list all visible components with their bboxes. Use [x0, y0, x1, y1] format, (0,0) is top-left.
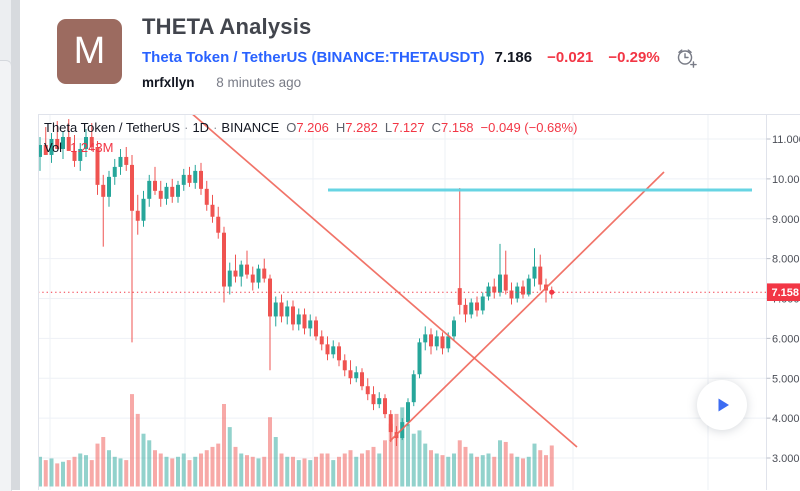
symbol-row: Theta Token / TetherUS (BINANCE:THETAUSD…: [142, 46, 697, 69]
svg-text:8.000: 8.000: [772, 254, 800, 266]
symbol-link[interactable]: Theta Token / TetherUS (BINANCE:THETAUSD…: [142, 49, 485, 66]
legend-row-main: Theta Token / TetherUS · 1D · BINANCE O7.206 H…: [44, 120, 578, 135]
avatar[interactable]: M: [57, 19, 122, 84]
left-rail: [0, 0, 20, 491]
header-text: THETA Analysis Theta Token / TetherUS (B…: [142, 14, 697, 90]
price-change-percent: −0.29%: [608, 49, 660, 66]
legend-low-label: L: [384, 120, 393, 135]
legend-high-value: 7.282: [345, 120, 378, 135]
legend-row-volume: Vol 1.243M: [44, 138, 577, 158]
play-icon: [718, 398, 729, 412]
avatar-letter: M: [73, 30, 106, 72]
page-title: THETA Analysis: [142, 14, 312, 39]
legend-change: −0.049 (−0.68%): [480, 120, 578, 135]
bar-replay-play-button[interactable]: [697, 380, 747, 430]
legend-low-value: 7.127: [392, 120, 425, 135]
legend-volume-label: Vol: [44, 140, 63, 155]
legend-close-label: C: [431, 120, 441, 135]
legend-close-value: 7.158: [441, 120, 474, 135]
legend-high-label: H: [335, 120, 346, 135]
legend-open-label: O: [286, 120, 297, 135]
svg-text:3.000: 3.000: [772, 453, 800, 465]
svg-text:11.000: 11.000: [772, 134, 800, 146]
author-name[interactable]: mrfxllyn: [142, 75, 195, 90]
svg-text:7.000: 7.000: [772, 294, 800, 306]
svg-text:5.000: 5.000: [772, 373, 800, 385]
published-time: 8 minutes ago: [216, 75, 302, 90]
scrollbar[interactable]: [11, 0, 20, 490]
current-price: 7.186: [494, 49, 533, 66]
svg-text:10.000: 10.000: [772, 174, 800, 186]
price-change: −0.021: [547, 49, 594, 66]
legend-interval: 1D: [192, 120, 210, 135]
svg-text:9.000: 9.000: [772, 214, 800, 226]
svg-text:6.000: 6.000: [772, 333, 800, 345]
svg-text:7.158: 7.158: [772, 287, 800, 299]
svg-text:4.000: 4.000: [772, 413, 800, 425]
alarm-clock-add-icon[interactable]: [674, 46, 697, 69]
legend-exchange: BINANCE: [221, 120, 280, 135]
author-row: mrfxllyn 8 minutes ago: [142, 75, 697, 90]
chart-legend[interactable]: Theta Token / TetherUS · 1D · BINANCE O7.206 H…: [44, 118, 577, 158]
idea-header: M THETA Analysis Theta Token / TetherUS …: [20, 0, 800, 114]
legend-symbol: Theta Token / TetherUS: [44, 120, 181, 135]
legend-volume-value: 1.243M: [70, 140, 114, 155]
legend-open-value: 7.206: [296, 120, 329, 135]
